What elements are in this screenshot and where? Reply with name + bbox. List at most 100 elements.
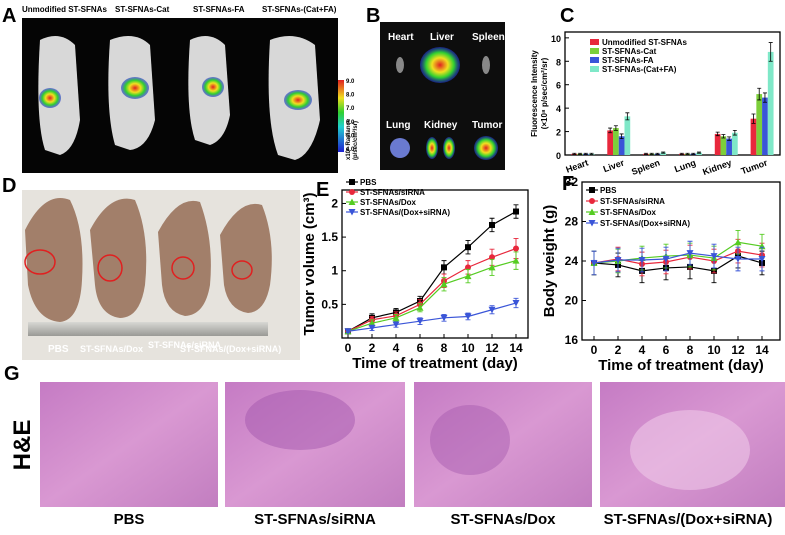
group-label: ST-SFNAs/(Dox+siRNA) [604,511,773,528]
y-tick-label: 32 [565,175,579,189]
error-bar [572,152,577,155]
panel-label: C [560,5,574,27]
point [590,259,598,267]
plot-frame [564,31,781,156]
y-tick-label: 1 [331,264,338,278]
error-bar [768,42,773,62]
x-axis-label: Time of treatment (day) [598,357,764,374]
organ-label: Heart [388,32,414,43]
organ-label: Tumor [472,120,502,131]
group-label: ST-SFNAs/(Dox+siRNA) [180,344,281,354]
line [347,211,517,332]
point [710,253,718,260]
y-tick-label: 20 [565,294,579,308]
point [513,245,519,252]
group-label: PBS [48,344,69,355]
point [464,272,472,280]
bar [767,51,774,155]
bar [756,94,763,155]
organ-label: Liver [430,32,454,43]
point [368,319,376,327]
error-bar [649,152,654,155]
he-image [40,382,218,507]
x-tick-label: Liver [602,157,626,174]
legend-marker [348,209,356,216]
point [758,256,766,263]
error-bar [697,151,702,154]
y-tick-label: 2 [331,196,338,210]
colorbar [338,80,344,152]
point [734,238,742,246]
error-bar [619,133,624,139]
colorbar-tick: 6.0 [346,120,355,126]
x-tick-label: 6 [663,343,670,357]
error-bar [727,136,732,141]
y-tick-label: 8 [556,57,561,67]
x-tick-label: 2 [615,343,622,357]
error-bar [721,134,726,139]
mouse-label: ST-SFNAs-(Cat+FA) [262,5,337,14]
y-tick-label: 4 [556,104,561,114]
y-tick-label: 24 [565,254,579,268]
y-tick-label: 16 [565,333,579,347]
point [686,250,694,257]
panel-a: A Unmodified ST-SFNAs ST-SFNAs-Cat ST-SF… [2,5,359,173]
y-axis-label: (×10⁸ p/sec/cm²/sr) [540,57,549,129]
y-axis-label: Fluorescence Intensity [530,50,539,137]
line [347,260,517,332]
colorbar-tick: 8.0 [346,93,355,99]
legend-marker [589,198,595,204]
legend-swatch [590,66,599,72]
bar [607,130,614,155]
error-bar [613,125,618,131]
legend-marker [588,220,596,227]
bar [714,133,721,155]
y-axis-label: Tumor volume (cm³) [301,192,318,335]
x-tick-label: 10 [461,341,475,355]
colorbar-tick: 5.0 [346,133,355,139]
colorbar-tick: 4.0 [346,147,355,153]
bar [660,152,667,155]
x-tick-label: 4 [393,341,400,355]
point [488,306,496,314]
colorbar-title: (p/sec/cm²/sr) [352,121,359,160]
point [464,313,472,320]
point [368,324,376,332]
point [489,221,495,228]
legend-label: ST-SFNAs/(Dox+siRNA) [360,208,450,217]
error-bar [757,87,762,101]
organ-label: Kidney [424,120,458,131]
x-tick-label: 14 [755,343,769,357]
legend-marker [589,187,595,193]
x-tick-label: 12 [485,341,499,355]
point [344,328,352,335]
error-bar [589,152,594,155]
legend-marker [349,189,355,195]
group-label: PBS [114,511,145,528]
legend-marker [348,198,356,205]
point [465,244,471,251]
he-image [414,382,592,507]
mouse-label: ST-SFNAs-FA [193,5,245,14]
legend-label: ST-SFNAs/siRNA [360,188,425,197]
error-bar [661,151,666,154]
error-bar [762,92,767,103]
legend-label: ST-SFNAs/Dox [600,208,657,217]
point [512,257,520,264]
error-bar [625,112,630,121]
x-tick-label: 12 [731,343,745,357]
panel-g: G H&E PBS ST-SFNAs/siRNA ST-SFNAs/Dox ST… [4,363,785,528]
point [440,314,448,322]
bar [624,116,631,155]
x-tick-label: Lung [673,157,697,174]
x-tick-label: Kidney [701,157,733,177]
group-label: ST-SFNAs/Dox [450,511,556,528]
legend-label: ST-SFNAs-(Cat+FA) [602,65,677,74]
bar [762,97,768,155]
panel-label: D [2,175,16,197]
legend-swatch [590,39,599,45]
legend-swatch [590,48,599,54]
bar [750,118,757,155]
colorbar-tick: 7.0 [346,106,355,112]
